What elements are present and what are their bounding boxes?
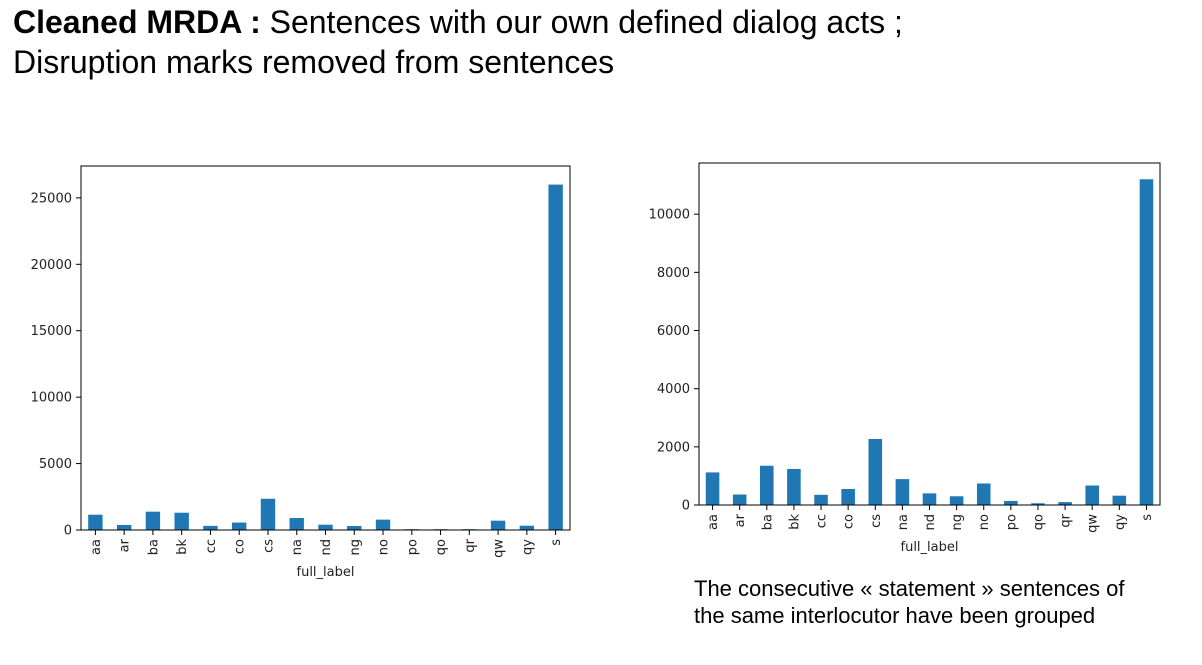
x-tick-label-bk: bk <box>787 514 802 530</box>
x-tick-label-cc: cc <box>815 514 830 528</box>
x-tick-label-co: co <box>233 539 248 554</box>
x-tick-label-qo: qo <box>434 539 449 555</box>
caption-line-1: The consecutive « statement » sentences … <box>694 576 1125 601</box>
bar-qy <box>1112 495 1127 505</box>
x-tick-label-qy: qy <box>520 539 535 555</box>
right-bar-chart: 0 2000 4000 6000 8000 10000 aa ar ba bk cc co cs na nd… <box>649 162 1161 555</box>
y-tick-label: 15000 <box>31 324 72 339</box>
bar-aa <box>705 472 720 505</box>
y-tick-label: 25000 <box>31 191 72 206</box>
bar-ba <box>145 511 161 530</box>
x-tick-label-cs: cs <box>261 539 276 553</box>
bar-bk <box>174 512 189 530</box>
x-tick-label-qw: qw <box>492 539 507 558</box>
y-tick-label: 4000 <box>657 382 690 397</box>
bar-na <box>895 479 910 505</box>
bar-ar <box>116 524 132 530</box>
x-tick-label-ba: ba <box>760 514 775 530</box>
y-tick-label: 0 <box>64 524 72 539</box>
x-tick-label-ng: ng <box>950 514 965 531</box>
bar-cc <box>203 525 218 530</box>
x-tick-label-nd: nd <box>923 514 938 531</box>
bar-na <box>289 518 304 530</box>
x-tick-label-s: s <box>549 539 564 546</box>
x-tick-label-ar: ar <box>118 538 133 552</box>
x-tick-label-nd: nd <box>319 539 334 556</box>
x-axis-label: full_label <box>297 565 355 580</box>
bar-aa <box>88 514 103 530</box>
bar-ng <box>949 496 964 505</box>
x-tick-label-na: na <box>290 539 305 555</box>
bar-cs <box>868 438 883 505</box>
x-tick-label-co: co <box>842 514 857 529</box>
bar-nd <box>922 493 937 505</box>
bar-ng <box>347 526 362 530</box>
bar-ar <box>732 494 747 505</box>
x-tick-label-ba: ba <box>146 539 161 555</box>
y-tick-label: 10000 <box>31 391 72 406</box>
x-tick-label-na: na <box>896 514 911 530</box>
y-tick-label: 0 <box>682 499 690 514</box>
y-tick-label: 2000 <box>657 440 690 455</box>
y-tick-label: 10000 <box>649 208 690 223</box>
x-tick-label-po: po <box>1004 514 1019 530</box>
bar-cs <box>260 498 276 530</box>
y-tick-label: 6000 <box>657 324 690 339</box>
bar-qo <box>1031 503 1045 505</box>
x-tick-label-qr: qr <box>1059 513 1074 527</box>
bar-bk <box>787 468 801 505</box>
title-bold: Cleaned MRDA : <box>13 4 261 40</box>
y-tick-label: 5000 <box>39 457 72 472</box>
bar-ba <box>760 465 774 505</box>
x-tick-label-s: s <box>1140 514 1155 521</box>
x-tick-label-aa: aa <box>706 514 721 530</box>
caption-line-2: the same interlocutor have been grouped <box>694 603 1096 628</box>
x-tick-label-qo: qo <box>1031 514 1046 530</box>
bar-qw <box>490 520 506 530</box>
x-tick-label-qr: qr <box>463 538 478 552</box>
title-line-1: Cleaned MRDA : Sentences with our own de… <box>13 2 903 42</box>
x-tick-label-ng: ng <box>348 539 363 556</box>
slide-title: Cleaned MRDA : Sentences with our own de… <box>13 2 903 82</box>
bar-co <box>841 489 855 505</box>
x-tick-label-ar: ar <box>733 513 748 527</box>
title-rest: Sentences with our own defined dialog ac… <box>260 4 903 40</box>
x-tick-label-aa: aa <box>89 539 104 555</box>
x-tick-label-no: no <box>377 539 392 555</box>
plot-frame <box>698 162 1161 506</box>
bar-s <box>1139 179 1154 506</box>
bar-qr <box>1058 502 1072 505</box>
x-tick-label-bk: bk <box>175 539 190 555</box>
x-axis-label: full_label <box>901 540 959 555</box>
slide-caption: The consecutive « statement » sentences … <box>694 575 1124 629</box>
bar-qw <box>1085 485 1099 505</box>
bar-po <box>1004 500 1018 505</box>
bar-s <box>548 184 563 530</box>
title-line-2: Disruption marks removed from sentences <box>13 44 615 80</box>
bar-co <box>232 522 247 530</box>
bar-qy <box>519 525 535 530</box>
x-tick-label-cs: cs <box>869 514 884 528</box>
bar-no <box>976 483 991 505</box>
x-tick-label-no: no <box>977 514 992 530</box>
y-tick-label: 20000 <box>31 258 72 273</box>
y-tick-label: 8000 <box>657 266 690 281</box>
x-tick-label-cc: cc <box>204 539 219 553</box>
x-tick-label-po: po <box>405 539 420 555</box>
x-tick-label-qy: qy <box>1113 514 1128 530</box>
x-tick-label-qw: qw <box>1086 514 1101 533</box>
bar-cc <box>814 494 828 505</box>
bar-no <box>375 519 391 530</box>
bar-nd <box>318 524 333 530</box>
plot-frame <box>80 165 571 531</box>
